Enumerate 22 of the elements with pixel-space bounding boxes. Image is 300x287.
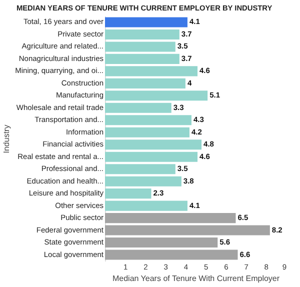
bar [105,78,186,88]
bar [105,250,238,260]
bar [105,238,218,248]
bar [105,54,180,64]
y-axis-title: Industry [2,124,12,154]
bar [105,127,190,138]
bar [105,29,180,40]
bar [105,90,208,101]
bar [105,115,192,126]
bar [105,102,172,113]
bar [105,225,270,236]
bar [105,200,188,211]
x-axis-title: Median Years of Tenure With Current Employer [112,274,280,283]
bar [105,213,236,224]
bar [105,42,176,52]
bar [105,66,198,76]
bar [105,188,152,199]
bar [105,176,182,186]
bar [105,140,202,150]
bar [105,164,176,174]
bar [105,17,188,28]
bar [105,152,198,162]
